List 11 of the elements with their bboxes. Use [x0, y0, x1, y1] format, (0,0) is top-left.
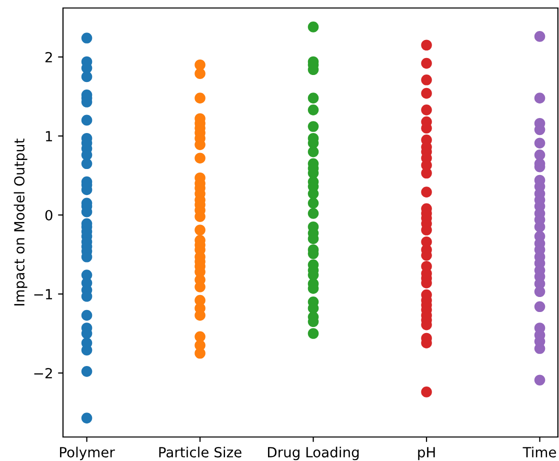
x-tick-label: Drug Loading — [268, 446, 359, 460]
x-tick-label: Particle Size — [159, 446, 242, 458]
y-tick-label: −1 — [34, 289, 52, 300]
y-tick-label: 1 — [46, 131, 52, 142]
y-tick-label: 0 — [45, 210, 52, 220]
y-axis-title: Impact on Model Output — [14, 138, 28, 306]
x-tick-label: Polymer — [60, 446, 115, 460]
y-tick-label: −2 — [34, 368, 52, 378]
x-tick-label: Time — [522, 446, 556, 458]
x-tick-label: pH — [418, 447, 435, 460]
y-tick-label: 2 — [45, 52, 52, 62]
